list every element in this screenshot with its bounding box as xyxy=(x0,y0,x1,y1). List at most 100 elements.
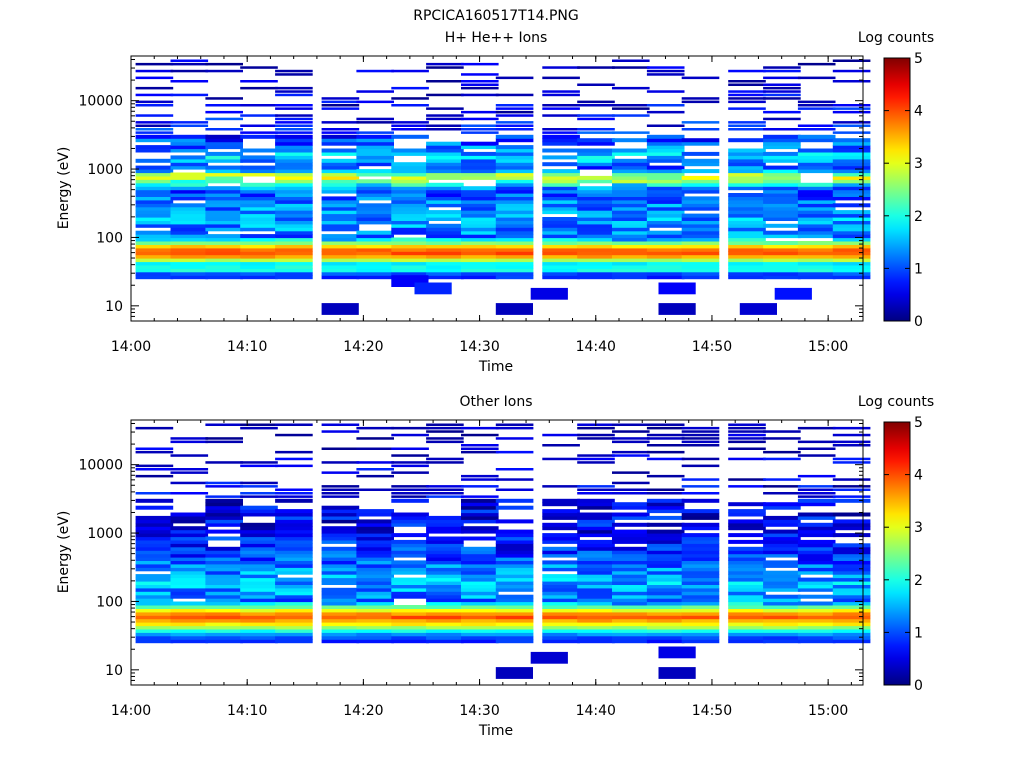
spectrogram-cell xyxy=(240,529,278,534)
spectrogram-cell xyxy=(275,73,313,76)
spectrogram-cell xyxy=(391,162,429,167)
spectrogram-cell xyxy=(577,148,615,153)
spectrogram-cell xyxy=(321,485,360,488)
spectrogram-cell xyxy=(612,258,650,263)
spectrogram-cell xyxy=(646,141,685,146)
spectrogram-cell xyxy=(658,303,696,315)
spectrogram-cell xyxy=(728,570,766,575)
spectrogram-cell xyxy=(135,124,174,127)
spectrogram-cell xyxy=(240,165,278,170)
spectrogram-cell xyxy=(321,158,360,163)
spectrogram-cell xyxy=(321,611,360,616)
spectrogram-cell xyxy=(205,217,243,221)
spectrogram-cell xyxy=(426,254,464,259)
spectrogram-cell xyxy=(646,522,685,527)
spectrogram-cell xyxy=(495,128,534,131)
colorbar-label: Log counts xyxy=(858,394,934,410)
spectrogram-cell xyxy=(832,440,871,444)
spectrogram-cell xyxy=(681,618,720,623)
spectrogram-cell xyxy=(728,567,766,572)
spectrogram-cell xyxy=(577,515,615,520)
spectrogram-cell xyxy=(461,444,499,447)
spectrogram-cell xyxy=(728,93,766,97)
spectrogram-cell xyxy=(321,581,360,585)
spectrogram-cell xyxy=(426,423,464,426)
spectrogram-cell xyxy=(542,234,580,239)
spectrogram-cell xyxy=(612,59,650,62)
spectrogram-cell xyxy=(612,550,650,555)
spectrogram-cell xyxy=(321,594,360,599)
spectrogram-cell xyxy=(577,206,615,211)
spectrogram-cell xyxy=(205,509,243,514)
spectrogram-cell xyxy=(275,145,313,150)
spectrogram-cell xyxy=(612,594,650,599)
spectrogram-cell xyxy=(646,254,685,259)
spectrogram-cell xyxy=(275,165,313,170)
spectrogram-cell xyxy=(461,553,499,558)
spectrogram-cell xyxy=(646,515,685,520)
spectrogram-cell xyxy=(577,591,615,596)
spectrogram-cell xyxy=(356,151,394,156)
spectrogram-cell xyxy=(646,199,685,204)
spectrogram-cell xyxy=(356,117,394,121)
spectrogram-cell xyxy=(495,186,534,191)
spectrogram-cell xyxy=(495,223,534,228)
spectrogram-cell xyxy=(612,241,650,245)
spectrogram-cell xyxy=(170,622,209,627)
spectrogram-cell xyxy=(135,639,174,644)
spectrogram-cell xyxy=(495,519,534,524)
spectrogram-cell xyxy=(681,608,720,613)
spectrogram-cell xyxy=(240,550,278,555)
spectrogram-cell xyxy=(356,628,394,633)
spectrogram-cell xyxy=(646,611,685,616)
spectrogram-cell xyxy=(461,199,499,204)
spectrogram-cell xyxy=(728,553,766,558)
spectrogram-cell xyxy=(612,622,650,627)
spectrogram-cell xyxy=(205,512,243,517)
spectrogram-cell xyxy=(356,258,394,263)
spectrogram-cell xyxy=(577,485,615,488)
spectrogram-cell xyxy=(391,128,429,131)
spectrogram-cell xyxy=(275,247,313,252)
spectrogram-cell xyxy=(426,574,464,579)
spectrogram-cell xyxy=(321,615,360,620)
spectrogram-cell xyxy=(275,182,313,187)
spectrogram-cell xyxy=(542,172,580,177)
spectrogram-cell xyxy=(205,440,243,444)
spectrogram-cells xyxy=(135,423,871,679)
spectrogram-cell xyxy=(205,611,243,616)
spectrogram-cell xyxy=(205,104,243,107)
spectrogram-cell xyxy=(763,550,801,555)
spectrogram-cell xyxy=(391,584,429,589)
spectrogram-cell xyxy=(832,110,871,114)
spectrogram-cell xyxy=(495,303,533,315)
spectrogram-cell xyxy=(391,261,429,266)
spectrogram-cell xyxy=(763,268,801,273)
spectrogram-cell xyxy=(170,223,209,228)
spectrogram-cell xyxy=(426,237,464,242)
spectrogram-cell xyxy=(797,169,836,174)
spectrogram-cell xyxy=(170,587,209,592)
spectrogram-cell xyxy=(577,522,615,527)
panel-title: Other Ions xyxy=(459,394,532,410)
spectrogram-cell xyxy=(681,550,720,555)
spectrogram-cell xyxy=(797,615,836,620)
spectrogram-cell xyxy=(832,213,871,218)
spectrogram-cell xyxy=(275,189,313,194)
spectrogram-cell xyxy=(205,529,243,534)
spectrogram-cell xyxy=(832,553,871,558)
spectrogram-cell xyxy=(205,632,243,637)
spectrogram-cell xyxy=(321,175,360,180)
spectrogram-cell xyxy=(275,223,313,228)
spectrogram-cell xyxy=(321,628,360,633)
spectrogram-cell xyxy=(763,639,801,644)
spectrogram-cell xyxy=(356,158,394,163)
spectrogram-cell xyxy=(646,539,685,544)
spectrogram-cell xyxy=(135,515,174,520)
spectrogram-cell xyxy=(135,498,174,503)
spectrogram-cell xyxy=(240,539,278,544)
spectrogram-cell xyxy=(356,625,394,630)
spectrogram-cell xyxy=(495,230,534,235)
spectrogram-cell xyxy=(170,546,209,551)
